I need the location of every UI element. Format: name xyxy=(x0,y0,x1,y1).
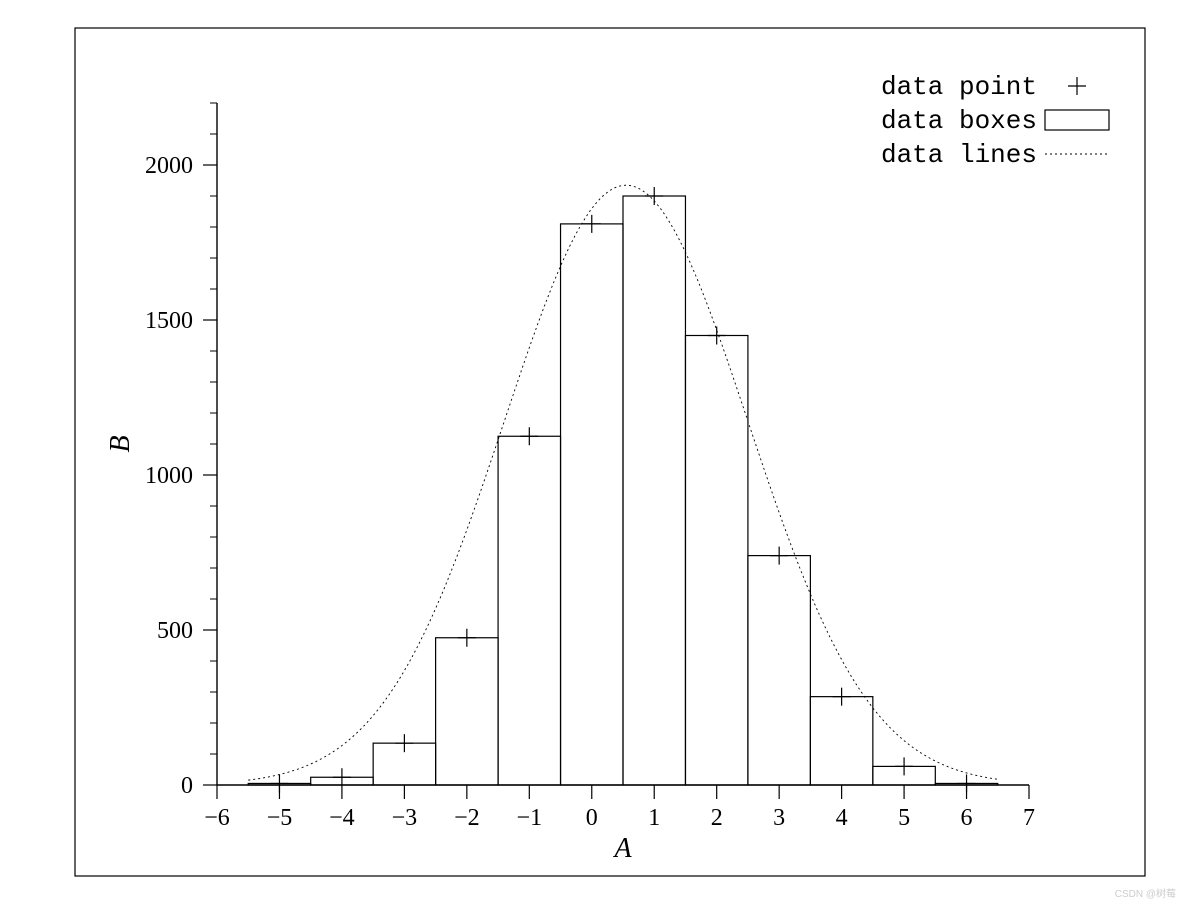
y-axis-label: B xyxy=(105,435,136,452)
x-tick-label: 5 xyxy=(898,805,910,831)
bar xyxy=(748,556,810,785)
x-tick-label: 7 xyxy=(1023,805,1035,831)
x-tick-label: 0 xyxy=(586,805,598,831)
y-tick-label: 2000 xyxy=(145,153,193,179)
y-tick-label: 1000 xyxy=(145,463,193,489)
legend-label: data boxes xyxy=(881,106,1037,136)
bar xyxy=(685,336,747,786)
bars-group xyxy=(248,196,998,785)
bar xyxy=(498,436,560,785)
y-tick-label: 500 xyxy=(157,618,193,644)
x-tick-label: −1 xyxy=(517,805,543,831)
x-tick-label: −4 xyxy=(329,805,355,831)
x-tick-label: −3 xyxy=(392,805,418,831)
bar xyxy=(561,224,623,785)
watermark-text: CSDN @树莓 xyxy=(1115,885,1176,900)
x-tick-label: 6 xyxy=(961,805,973,831)
x-axis-label: A xyxy=(612,833,632,864)
y-tick-label: 0 xyxy=(181,773,193,799)
bar xyxy=(810,697,872,785)
x-tick-label: 2 xyxy=(711,805,723,831)
legend-box-sample xyxy=(1045,110,1109,130)
x-tick-label: 1 xyxy=(648,805,660,831)
x-tick-label: −6 xyxy=(204,805,230,831)
x-tick-label: 4 xyxy=(836,805,848,831)
bar xyxy=(623,196,685,785)
histogram-chart: −6 −5 −4 −3 −2 −1 0 1 2 3 4 5 6 7 0 500 1000 1500 2000 A Bda… xyxy=(0,0,1184,906)
x-tick-label: 3 xyxy=(773,805,785,831)
y-tick-label: 1500 xyxy=(145,308,193,334)
x-tick-label: −2 xyxy=(454,805,480,831)
x-tick-label: −5 xyxy=(267,805,293,831)
bar xyxy=(436,638,498,785)
chart-container: −6 −5 −4 −3 −2 −1 0 1 2 3 4 5 6 7 0 500 1000 1500 2000 A Bda… xyxy=(0,0,1184,906)
legend: data point data boxes data lines xyxy=(881,72,1109,170)
legend-label: data point xyxy=(881,72,1037,102)
legend-label: data lines xyxy=(881,140,1037,170)
